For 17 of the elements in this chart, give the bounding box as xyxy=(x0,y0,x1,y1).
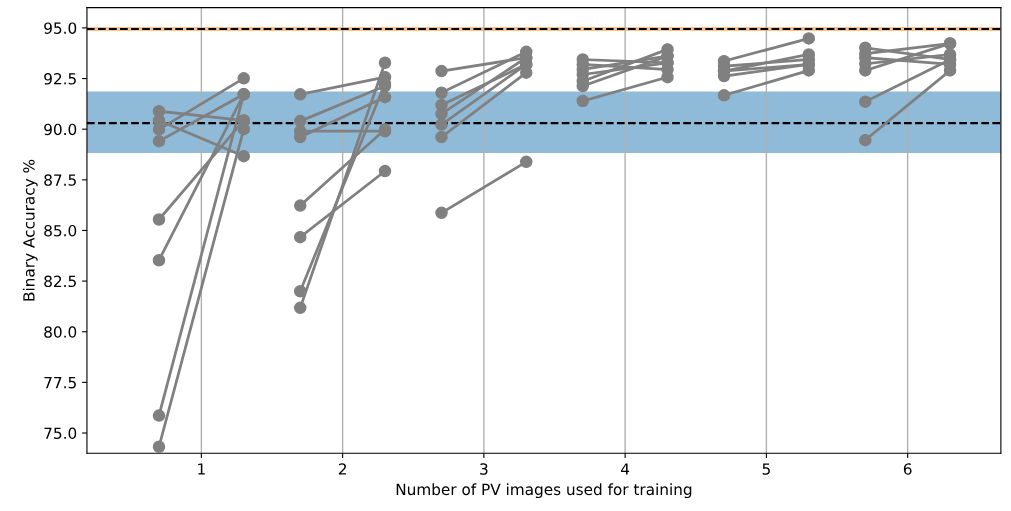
y-tick-label: 95.0 xyxy=(44,22,77,34)
y-tick-label: 75.0 xyxy=(44,427,77,440)
x-tick-label: 3 xyxy=(480,463,488,475)
y-tick-label: 87.5 xyxy=(44,174,76,186)
y-tick-label: 85.0 xyxy=(44,224,77,237)
y-tick-label: 82.5 xyxy=(44,275,76,288)
x-axis-title: Number of PV images used for training xyxy=(396,483,692,499)
x-tick-label: 5 xyxy=(762,463,770,475)
x-tick-label: 2 xyxy=(338,463,346,475)
y-tick-label: 92.5 xyxy=(44,73,76,85)
y-tick-label: 80.0 xyxy=(44,326,77,338)
y-tick-label: 77.5 xyxy=(44,377,76,389)
y-tick-label: 90.0 xyxy=(44,123,77,136)
x-tick-label: 4 xyxy=(621,463,630,475)
y-axis-title: Binary Accuracy % xyxy=(22,159,38,301)
x-tick-label: 6 xyxy=(903,463,912,475)
x-tick-label: 1 xyxy=(198,463,205,475)
